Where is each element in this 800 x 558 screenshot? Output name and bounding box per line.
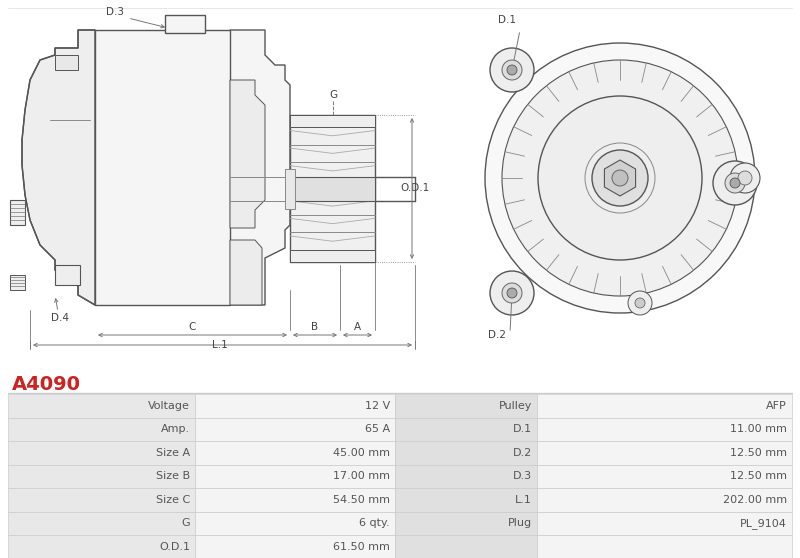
- Circle shape: [502, 60, 738, 296]
- Bar: [10, 200, 25, 225]
- Bar: [537, 512, 792, 535]
- Bar: [8, 488, 195, 512]
- Text: G: G: [329, 90, 337, 100]
- Text: 61.50 mm: 61.50 mm: [333, 542, 390, 552]
- Circle shape: [538, 96, 702, 260]
- Bar: [537, 464, 792, 488]
- Circle shape: [725, 173, 745, 193]
- Bar: [395, 488, 537, 512]
- Circle shape: [502, 283, 522, 303]
- Bar: [537, 417, 792, 441]
- Circle shape: [713, 161, 757, 205]
- Text: D.3: D.3: [106, 7, 124, 17]
- Text: D.1: D.1: [498, 15, 516, 25]
- Bar: [55, 265, 80, 285]
- Bar: [290, 176, 375, 200]
- Circle shape: [592, 150, 648, 206]
- Bar: [195, 394, 395, 417]
- Bar: [195, 488, 395, 512]
- Bar: [290, 115, 375, 127]
- Bar: [95, 30, 230, 305]
- Text: 12.50 mm: 12.50 mm: [730, 448, 787, 458]
- Circle shape: [628, 291, 652, 315]
- Circle shape: [507, 65, 517, 75]
- Bar: [395, 417, 537, 441]
- Text: 54.50 mm: 54.50 mm: [333, 495, 390, 505]
- Text: 12 V: 12 V: [365, 401, 390, 411]
- Bar: [8, 394, 195, 417]
- Text: Amp.: Amp.: [161, 424, 190, 434]
- Bar: [55, 55, 78, 70]
- Circle shape: [635, 298, 645, 308]
- Text: G: G: [182, 518, 190, 528]
- Bar: [195, 441, 395, 464]
- Text: C: C: [188, 322, 196, 332]
- Bar: [8, 512, 195, 535]
- Text: O.D.1: O.D.1: [159, 542, 190, 552]
- Text: PL_9104: PL_9104: [740, 518, 787, 528]
- Text: Size B: Size B: [156, 472, 190, 481]
- Circle shape: [730, 163, 760, 193]
- Bar: [8, 417, 195, 441]
- Text: Plug: Plug: [508, 518, 532, 528]
- Bar: [537, 488, 792, 512]
- Text: D.1: D.1: [513, 424, 532, 434]
- Text: L.1: L.1: [515, 495, 532, 505]
- Bar: [8, 535, 195, 558]
- Bar: [8, 441, 195, 464]
- Text: Size C: Size C: [156, 495, 190, 505]
- Text: Voltage: Voltage: [148, 401, 190, 411]
- Polygon shape: [230, 30, 290, 305]
- Circle shape: [730, 178, 740, 188]
- Circle shape: [490, 271, 534, 315]
- Bar: [537, 535, 792, 558]
- Circle shape: [502, 60, 522, 80]
- Text: Pulley: Pulley: [498, 401, 532, 411]
- Bar: [395, 512, 537, 535]
- Bar: [395, 535, 537, 558]
- Text: D.2: D.2: [513, 448, 532, 458]
- Text: Size A: Size A: [156, 448, 190, 458]
- Circle shape: [612, 170, 628, 186]
- Bar: [195, 417, 395, 441]
- Bar: [290, 115, 375, 262]
- Text: 6 qty.: 6 qty.: [359, 518, 390, 528]
- Circle shape: [490, 48, 534, 92]
- Text: A: A: [354, 322, 361, 332]
- Text: D.4: D.4: [51, 313, 69, 323]
- Bar: [285, 169, 295, 209]
- Text: 65 A: 65 A: [365, 424, 390, 434]
- Bar: [290, 250, 375, 262]
- Bar: [537, 441, 792, 464]
- Bar: [10, 275, 25, 290]
- Polygon shape: [22, 30, 95, 305]
- Text: D.2: D.2: [488, 330, 506, 340]
- Bar: [395, 464, 537, 488]
- Text: A4090: A4090: [12, 375, 81, 394]
- Circle shape: [738, 171, 752, 185]
- Text: AFP: AFP: [766, 401, 787, 411]
- Text: L.1: L.1: [212, 340, 228, 350]
- Bar: [195, 512, 395, 535]
- Text: 12.50 mm: 12.50 mm: [730, 472, 787, 481]
- Polygon shape: [230, 80, 265, 228]
- Bar: [8, 464, 195, 488]
- Text: B: B: [311, 322, 318, 332]
- Text: 11.00 mm: 11.00 mm: [730, 424, 787, 434]
- Bar: [537, 394, 792, 417]
- Text: 202.00 mm: 202.00 mm: [723, 495, 787, 505]
- Bar: [165, 15, 205, 33]
- Circle shape: [507, 288, 517, 298]
- Bar: [195, 535, 395, 558]
- Bar: [195, 464, 395, 488]
- Text: D.3: D.3: [513, 472, 532, 481]
- Circle shape: [485, 43, 755, 313]
- Bar: [395, 441, 537, 464]
- Polygon shape: [230, 240, 262, 305]
- Text: O.D.1: O.D.1: [400, 183, 430, 193]
- Bar: [395, 394, 537, 417]
- Text: 17.00 mm: 17.00 mm: [333, 472, 390, 481]
- Polygon shape: [605, 160, 635, 196]
- Text: 45.00 mm: 45.00 mm: [333, 448, 390, 458]
